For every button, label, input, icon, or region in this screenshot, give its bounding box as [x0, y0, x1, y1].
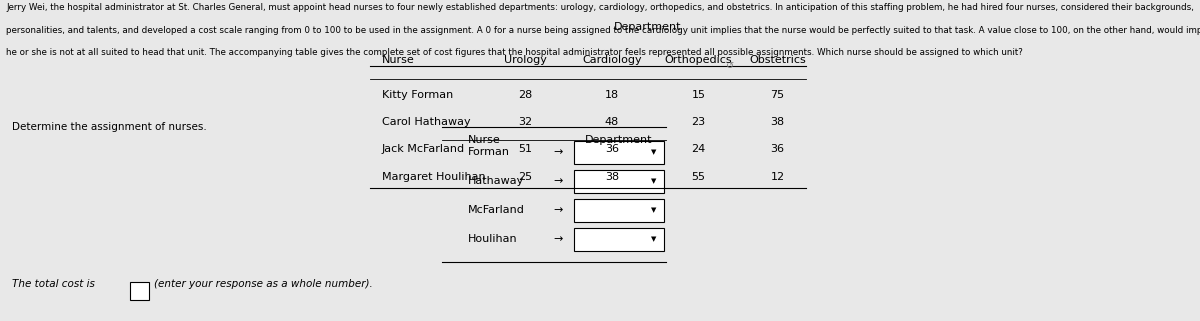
Text: 75: 75 — [770, 90, 785, 100]
Text: McFarland: McFarland — [468, 205, 524, 215]
Text: Jack McFarland: Jack McFarland — [382, 144, 464, 154]
Text: →: → — [553, 147, 563, 158]
Text: 12: 12 — [770, 172, 785, 182]
Text: →: → — [553, 234, 563, 244]
Text: Kitty Forman: Kitty Forman — [382, 90, 452, 100]
Text: 36: 36 — [770, 144, 785, 154]
Text: he or she is not at all suited to head that unit. The accompanying table gives t: he or she is not at all suited to head t… — [6, 48, 1022, 57]
Text: Jerry Wei, the hospital administrator at St. Charles General, must appoint head : Jerry Wei, the hospital administrator at… — [6, 3, 1194, 12]
Text: Forman: Forman — [468, 147, 510, 158]
Text: 38: 38 — [605, 172, 619, 182]
FancyBboxPatch shape — [574, 228, 664, 251]
Text: 28: 28 — [518, 90, 533, 100]
Text: Cardiology: Cardiology — [582, 55, 642, 65]
Text: Carol Hathaway: Carol Hathaway — [382, 117, 470, 127]
Text: ↺: ↺ — [726, 61, 734, 71]
Text: Determine the assignment of nurses.: Determine the assignment of nurses. — [12, 122, 206, 132]
Text: →: → — [553, 176, 563, 187]
Bar — [130, 282, 149, 300]
Text: Department: Department — [584, 135, 653, 145]
Text: 55: 55 — [691, 172, 706, 182]
Text: 36: 36 — [605, 144, 619, 154]
Text: 48: 48 — [605, 117, 619, 127]
Text: Orthopedics: Orthopedics — [665, 55, 732, 65]
Text: The total cost is: The total cost is — [12, 279, 95, 289]
Text: 23: 23 — [691, 117, 706, 127]
Text: Urology: Urology — [504, 55, 547, 65]
Text: 25: 25 — [518, 172, 533, 182]
Text: Obstetrics: Obstetrics — [749, 55, 806, 65]
Text: Department: Department — [614, 22, 682, 32]
Text: 51: 51 — [518, 144, 533, 154]
Text: 18: 18 — [605, 90, 619, 100]
FancyBboxPatch shape — [574, 199, 664, 222]
FancyBboxPatch shape — [574, 170, 664, 193]
Text: 24: 24 — [691, 144, 706, 154]
Text: ▼: ▼ — [652, 236, 656, 242]
Text: Margaret Houlihan: Margaret Houlihan — [382, 172, 485, 182]
Text: 15: 15 — [691, 90, 706, 100]
FancyBboxPatch shape — [574, 141, 664, 164]
Text: ▼: ▼ — [652, 178, 656, 184]
Text: Hathaway: Hathaway — [468, 176, 524, 187]
Text: ▼: ▼ — [652, 207, 656, 213]
Text: 38: 38 — [770, 117, 785, 127]
Text: 32: 32 — [518, 117, 533, 127]
Text: personalities, and talents, and developed a cost scale ranging from 0 to 100 to : personalities, and talents, and develope… — [6, 26, 1200, 35]
Text: Houlihan: Houlihan — [468, 234, 517, 244]
Text: →: → — [553, 205, 563, 215]
Text: ▼: ▼ — [652, 150, 656, 155]
Text: Nurse: Nurse — [382, 55, 414, 65]
Text: (enter your response as a whole number).: (enter your response as a whole number). — [154, 279, 372, 289]
Text: Nurse: Nurse — [468, 135, 500, 145]
